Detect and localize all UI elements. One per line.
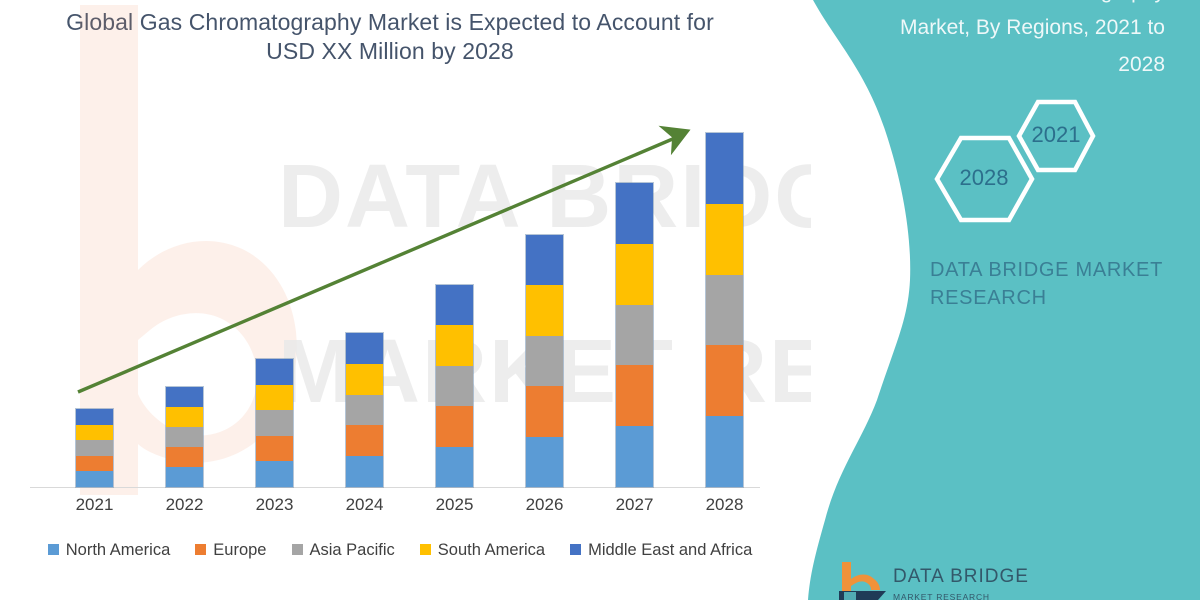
svg-text:2028: 2028 bbox=[960, 165, 1009, 190]
svg-text:2021: 2021 bbox=[1032, 122, 1081, 147]
